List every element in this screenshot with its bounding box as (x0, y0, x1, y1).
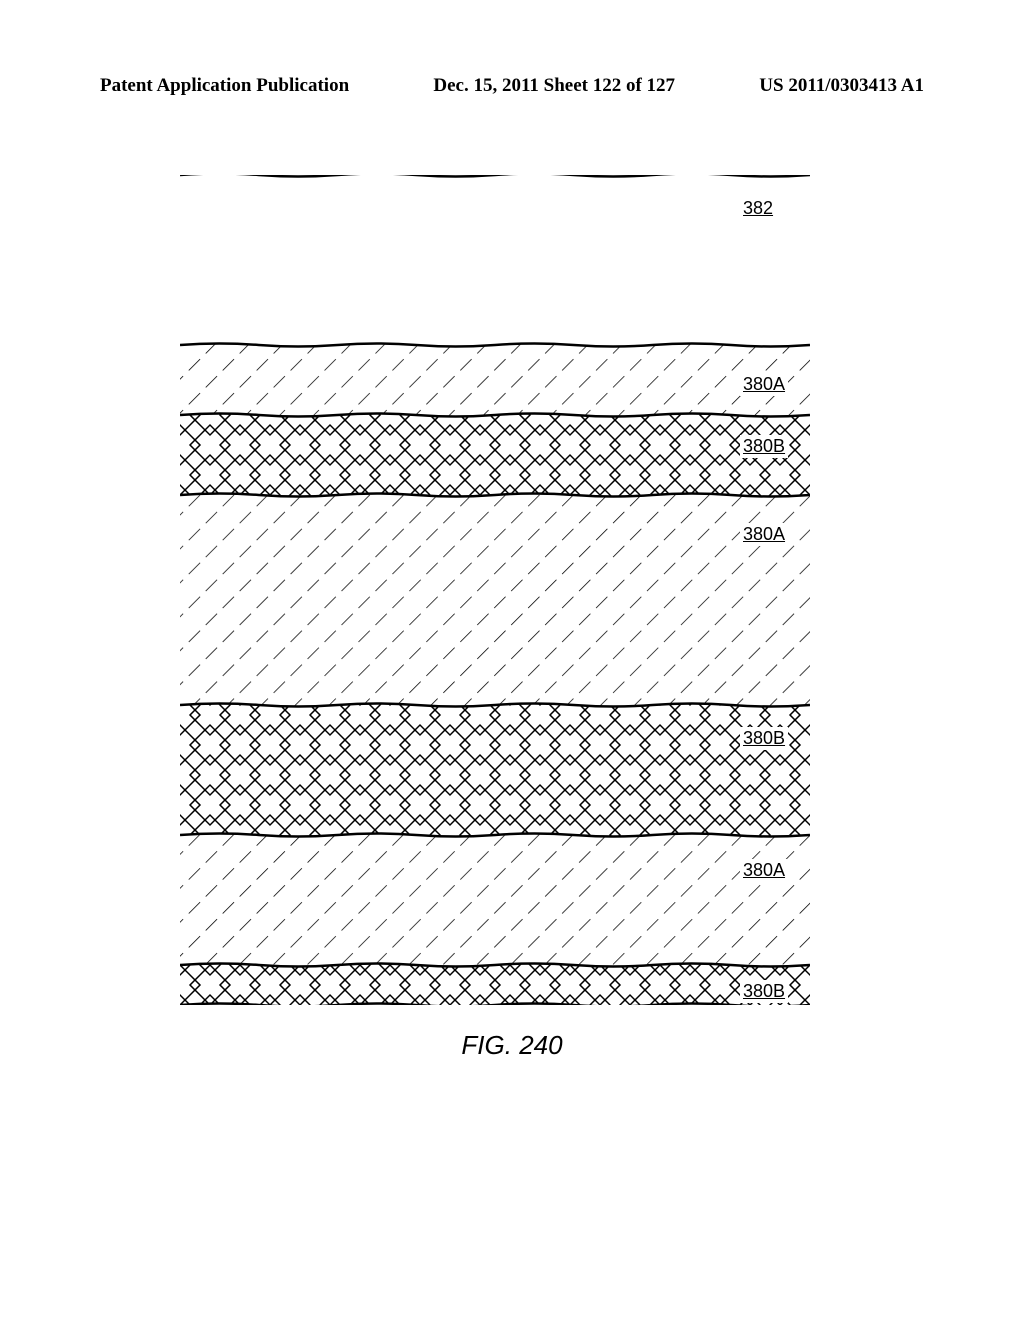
layer-label-overburden: 382 (740, 197, 776, 220)
layer-label-a1: 380A (740, 373, 788, 396)
figure-container: 382 380A 380B 380A 380B 380A 380B (180, 175, 810, 1005)
header-left: Patent Application Publication (100, 75, 349, 97)
layer-a2 (180, 494, 810, 707)
layer-label-b1: 380B (740, 435, 788, 458)
figure-caption: FIG. 240 (0, 1030, 1024, 1061)
layer-overburden (180, 175, 810, 347)
header-center: Dec. 15, 2011 Sheet 122 of 127 (433, 75, 675, 97)
layer-a1 (180, 344, 810, 417)
layer-b1 (180, 414, 810, 497)
layer-label-b3: 380B (740, 980, 788, 1003)
layer-b2 (180, 704, 810, 837)
layer-label-a2: 380A (740, 523, 788, 546)
layer-label-a3: 380A (740, 859, 788, 882)
cross-section-diagram (180, 175, 810, 1005)
page-header: Patent Application Publication Dec. 15, … (0, 75, 1024, 97)
layer-b3 (180, 964, 810, 1006)
header-right: US 2011/0303413 A1 (759, 75, 924, 97)
layer-label-b2: 380B (740, 727, 788, 750)
layer-a3 (180, 834, 810, 967)
